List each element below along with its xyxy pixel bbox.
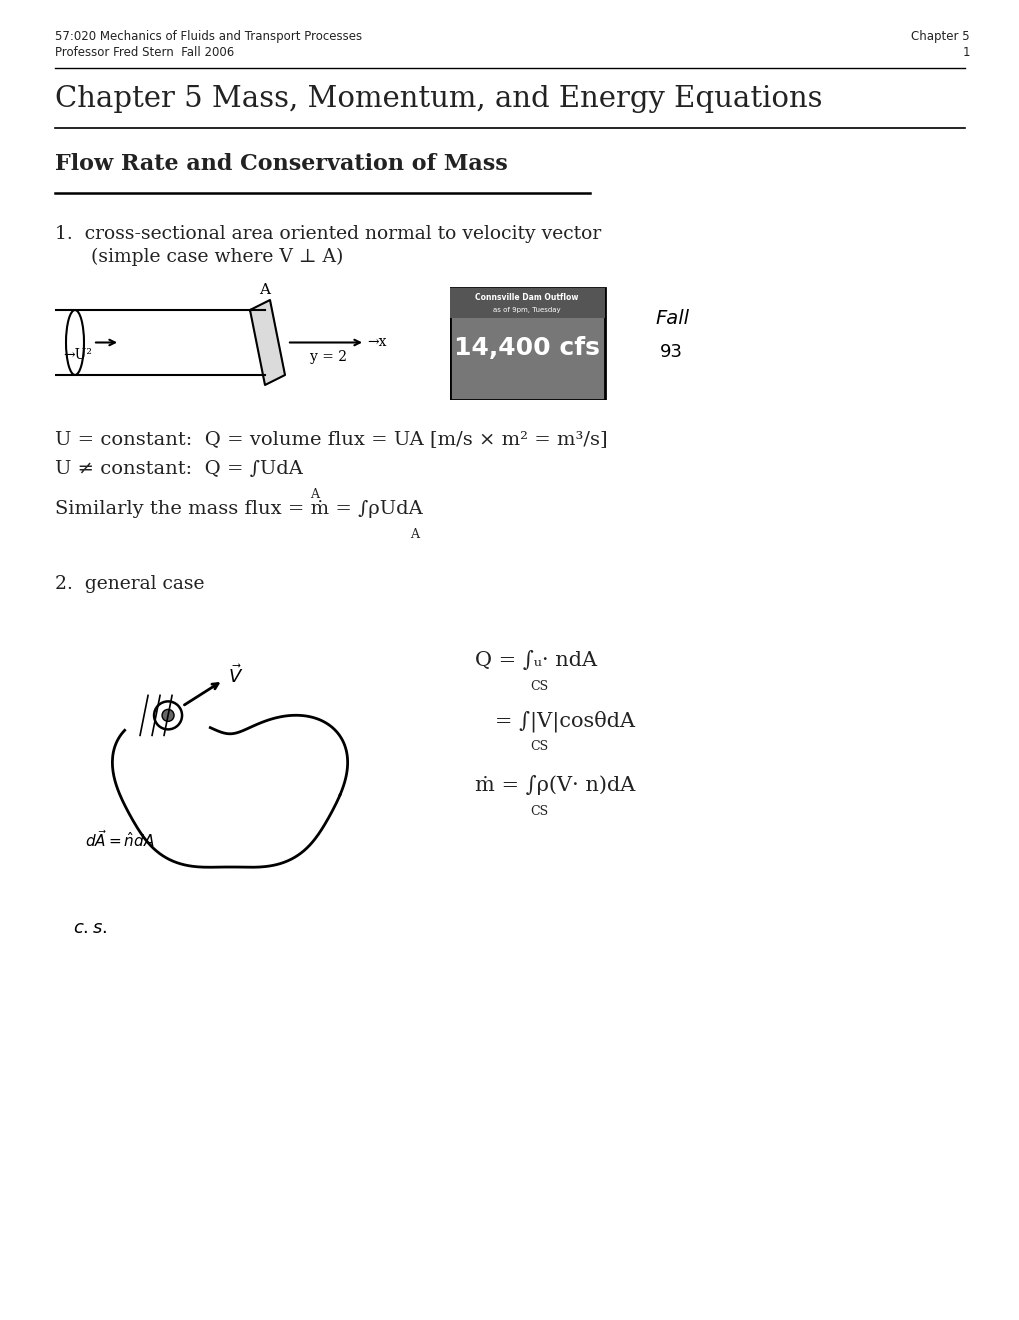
- Polygon shape: [250, 300, 284, 385]
- FancyBboxPatch shape: [449, 288, 604, 400]
- Text: A: A: [310, 488, 319, 502]
- Text: = ∫|V|cosθdA: = ∫|V|cosθdA: [475, 710, 635, 731]
- Text: y = 2: y = 2: [310, 350, 346, 364]
- Text: Similarly the mass flux = ṁ = ∫ρUdA: Similarly the mass flux = ṁ = ∫ρUdA: [55, 500, 422, 517]
- Text: 1: 1: [962, 46, 969, 59]
- Text: U ≠ constant:  Q = ∫UdA: U ≠ constant: Q = ∫UdA: [55, 459, 303, 478]
- Text: CS: CS: [530, 680, 547, 693]
- Text: Flow Rate and Conservation of Mass: Flow Rate and Conservation of Mass: [55, 153, 507, 176]
- FancyBboxPatch shape: [449, 288, 604, 318]
- Text: $c.s.$: $c.s.$: [73, 919, 107, 937]
- Text: $d\vec{A} = \hat{n}dA$: $d\vec{A} = \hat{n}dA$: [85, 829, 155, 850]
- Text: (simple case where V ⊥ A): (simple case where V ⊥ A): [55, 248, 343, 267]
- Text: A: A: [259, 282, 270, 297]
- Text: Chapter 5 Mass, Momentum, and Energy Equations: Chapter 5 Mass, Momentum, and Energy Equ…: [55, 84, 821, 114]
- Text: ṁ = ∫ρ(V· n)dA: ṁ = ∫ρ(V· n)dA: [475, 775, 635, 795]
- Text: →x: →x: [367, 335, 386, 350]
- Circle shape: [162, 709, 174, 722]
- Text: CS: CS: [530, 741, 547, 752]
- Text: as of 9pm, Tuesday: as of 9pm, Tuesday: [493, 308, 560, 313]
- Text: Q = ∫ᵤ· ndA: Q = ∫ᵤ· ndA: [475, 649, 596, 671]
- Text: U = constant:  Q = volume flux = UA [m/s × m² = m³/s]: U = constant: Q = volume flux = UA [m/s …: [55, 430, 607, 447]
- Text: Chapter 5: Chapter 5: [911, 30, 969, 44]
- Text: $\vec{V}$: $\vec{V}$: [228, 664, 244, 686]
- Text: Connsville Dam Outflow: Connsville Dam Outflow: [475, 293, 578, 302]
- Text: 1.  cross-sectional area oriented normal to velocity vector: 1. cross-sectional area oriented normal …: [55, 224, 600, 243]
- Text: A: A: [410, 528, 419, 541]
- Text: 2.  general case: 2. general case: [55, 576, 204, 593]
- Text: 14,400 cfs: 14,400 cfs: [453, 337, 599, 360]
- Text: →U²: →U²: [63, 348, 92, 362]
- Text: 93: 93: [659, 343, 683, 360]
- Text: 57:020 Mechanics of Fluids and Transport Processes: 57:020 Mechanics of Fluids and Transport…: [55, 30, 362, 44]
- Text: Fall: Fall: [654, 309, 688, 327]
- Text: Professor Fred Stern  Fall 2006: Professor Fred Stern Fall 2006: [55, 46, 234, 59]
- Text: CS: CS: [530, 805, 547, 818]
